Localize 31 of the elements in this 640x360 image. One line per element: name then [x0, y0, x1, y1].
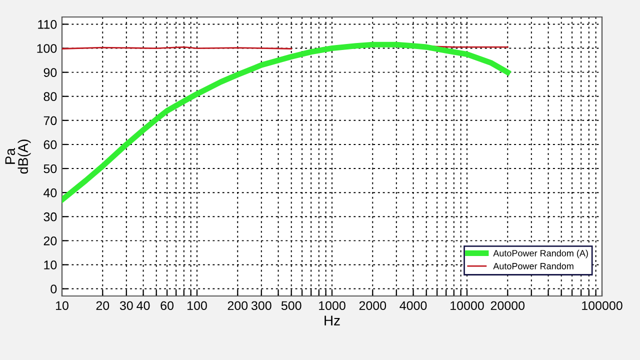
- x-tick-label: 100: [188, 301, 207, 310]
- y-tick-label: 20: [44, 236, 57, 246]
- x-tick-label: 30: [120, 301, 133, 310]
- x-tick-label: 100000: [582, 301, 622, 310]
- x-tick-label: 40: [136, 301, 150, 310]
- x-tick-label: 300: [251, 301, 272, 310]
- x-tick-label: 500: [281, 301, 302, 310]
- y-tick-label: 30: [44, 212, 57, 222]
- y-tick-label: 0: [50, 284, 57, 294]
- x-tick-label: 1000: [319, 301, 346, 310]
- x-tick-label: 60: [160, 301, 174, 310]
- legend-label: AutoPower Random (A): [493, 250, 588, 258]
- x-tick-label: 200: [228, 301, 248, 310]
- y-axis-title: Pa dB(A): [5, 140, 31, 174]
- y-tick-label: 60: [44, 140, 57, 150]
- y-tick-label: 110: [38, 20, 57, 29]
- x-tick-label: 20: [96, 301, 110, 310]
- x-tick-label: 10000: [450, 301, 484, 310]
- y-tick-label: 80: [44, 92, 57, 102]
- y-tick-label: 70: [44, 116, 57, 126]
- x-tick-label: 20000: [490, 301, 525, 310]
- y-tick-label: 50: [44, 164, 57, 174]
- y-tick-label: 100: [37, 44, 57, 53]
- y-tick-label: 90: [44, 68, 57, 77]
- legend-label: AutoPower Random: [493, 262, 574, 270]
- x-tick-label: 4000: [400, 301, 427, 310]
- x-tick-label: 2000: [359, 301, 386, 310]
- y-tick-label: 10: [44, 260, 57, 270]
- x-tick-label: 10: [56, 301, 68, 310]
- y-tick-label: 40: [44, 188, 57, 198]
- x-axis-title: Hz: [324, 316, 340, 326]
